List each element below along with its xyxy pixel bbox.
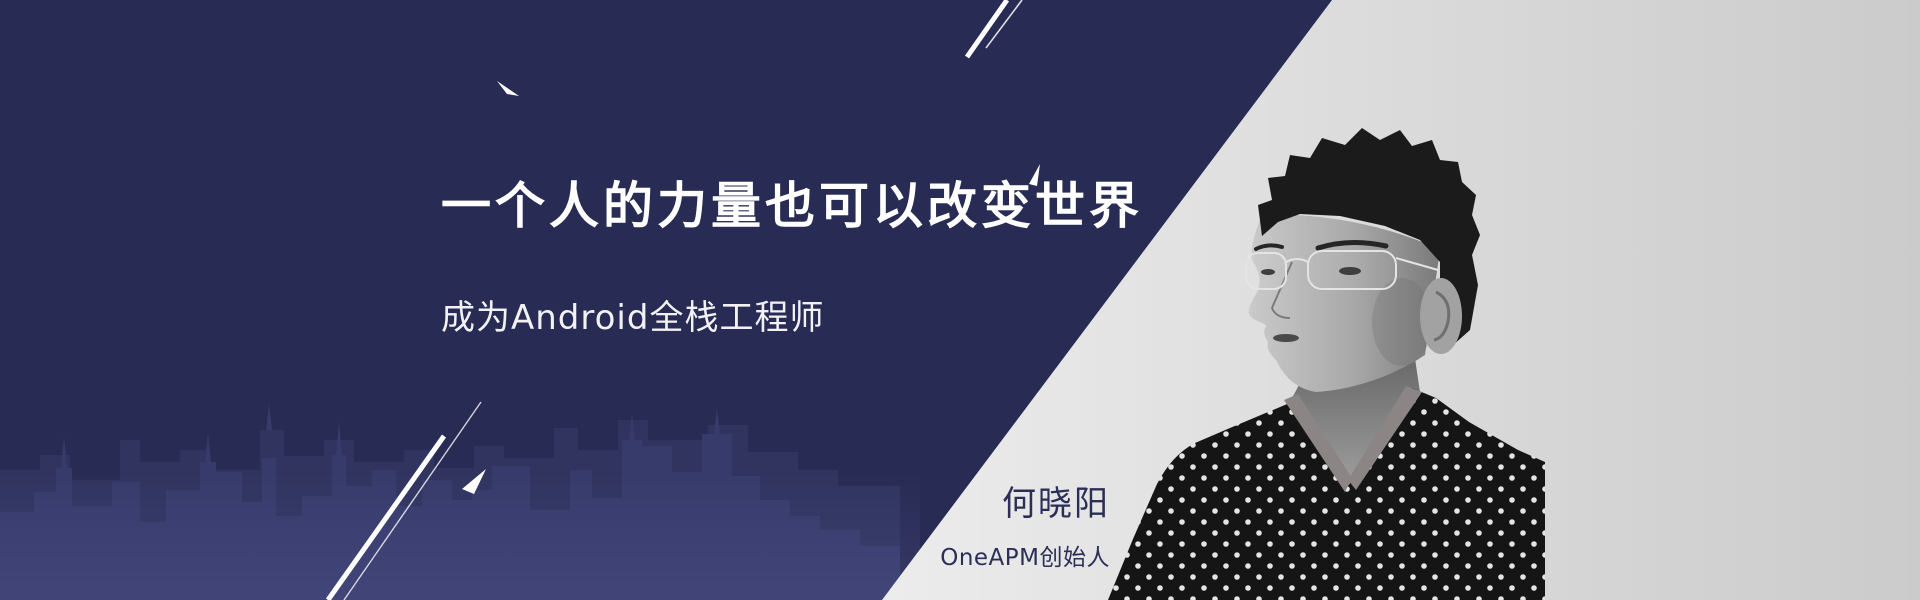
skyline-spire — [714, 408, 720, 434]
speaker-name: 何晓阳 — [1002, 484, 1110, 524]
portrait-nose — [1270, 261, 1293, 319]
skyline-spire — [336, 422, 342, 455]
speaker-role: OneAPM创始人 — [940, 545, 1110, 571]
skyline-spires — [61, 404, 720, 468]
skyline-spire — [266, 404, 272, 430]
portrait-eye-near — [1339, 267, 1361, 275]
portrait-ear-inner — [1433, 290, 1451, 342]
banner-title: 一个人的力量也可以改变世界 — [441, 177, 1143, 235]
skyline-spire — [629, 414, 635, 440]
decor-line-thick-top — [964, 0, 1010, 59]
portrait-eyebrow-near — [1315, 239, 1389, 251]
decor-line-thin-top — [985, 0, 1023, 49]
banner-subtitle: 成为Android全栈工程师 — [441, 298, 825, 338]
portrait-glasses — [1245, 250, 1439, 290]
decor-triangle-bottom — [462, 469, 486, 494]
portrait-eye-far — [1261, 269, 1275, 275]
portrait-cheek-shadow — [1372, 278, 1432, 366]
speaker-info: 何晓阳 OneAPM创始人 — [940, 484, 1110, 572]
decor-line-thick-bottom — [325, 434, 447, 600]
skyline-haze — [0, 470, 920, 600]
portrait-eyebrow-far — [1254, 243, 1284, 251]
portrait-hair — [1258, 128, 1480, 346]
decor-triangle-title — [1029, 164, 1040, 186]
portrait-shirt — [1108, 388, 1545, 600]
portrait-collar-right — [1348, 386, 1422, 490]
portrait-collar-left — [1284, 394, 1352, 492]
speaker-portrait — [1108, 128, 1545, 600]
portrait-ear — [1420, 278, 1462, 354]
decor-triangle-top — [497, 81, 519, 96]
portrait-mouth — [1273, 334, 1299, 342]
skyline-spire — [61, 436, 67, 468]
decor-line-thin-bottom — [343, 401, 482, 600]
skyline-spire — [205, 432, 211, 462]
